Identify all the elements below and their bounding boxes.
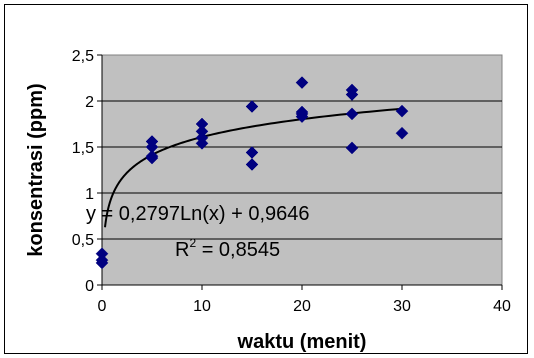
data-points [95,76,409,270]
y-axis-title: konsentrasi (ppm) [25,83,47,256]
x-tick-label: 20 [293,298,311,315]
r-squared-label: R2 = 0,8545 [175,236,280,261]
x-tick-label: 10 [193,298,211,315]
data-point [345,88,359,101]
x-tick-label: 30 [393,298,411,315]
data-point [395,104,409,118]
x-tick-label: 40 [493,298,511,315]
y-tick-label: 0 [85,278,94,295]
data-point [195,136,209,150]
data-point [95,256,109,270]
x-axis-ticks: 0 10 20 30 40 [98,285,511,315]
y-tick-label: 2 [85,94,94,111]
y-tick-label: 1 [85,186,94,203]
data-point [345,141,359,155]
trendline-equation: y = 0,2797Ln(x) + 0,9646 [86,203,310,225]
data-point [395,126,409,140]
plot-area [101,54,503,286]
y-tick-label: 1,5 [72,140,94,157]
x-axis-title: waktu (menit) [237,331,367,353]
x-tick-label: 0 [98,298,107,315]
y-tick-label: 0,5 [72,232,94,249]
data-point [295,76,309,89]
data-point [345,107,359,121]
y-axis-ticks: 0 0,5 1 1,5 2 2,5 [72,48,102,295]
data-point [145,151,159,165]
data-point [295,110,309,123]
data-point [245,100,259,113]
y-tick-label: 2,5 [72,48,94,65]
data-point [245,158,259,171]
trendline [104,107,403,228]
